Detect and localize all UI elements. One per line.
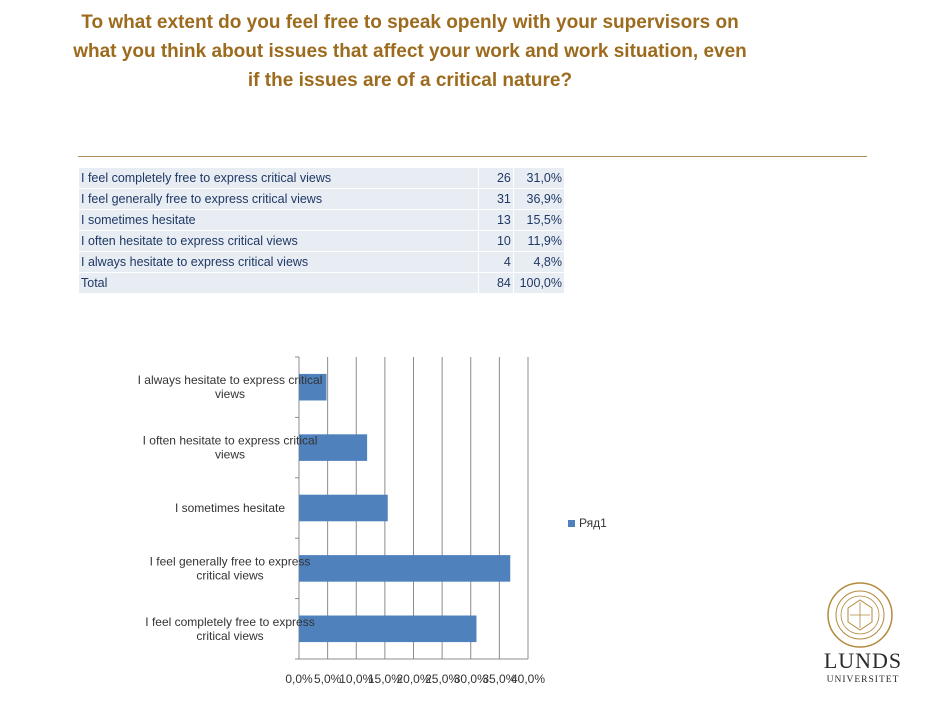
row-count: 13 <box>477 209 514 231</box>
category-label: I always hesitate to express critical <box>138 373 323 387</box>
table-row: I often hesitate to express critical vie… <box>79 230 564 252</box>
bar <box>299 615 477 643</box>
row-percent: 31,0% <box>512 168 564 189</box>
row-percent: 15,5% <box>512 209 564 231</box>
bar <box>299 555 511 582</box>
x-tick-label: 5,0% <box>314 672 342 686</box>
bar <box>299 373 327 401</box>
lund-university-logo: LUNDS UNIVERSITET <box>824 582 902 685</box>
row-count: 84 <box>477 272 514 294</box>
bar <box>299 434 368 461</box>
category-label: I feel generally free to express <box>150 554 311 568</box>
chart-legend: Ряд1 <box>568 516 607 530</box>
category-label: views <box>215 387 245 401</box>
table-row: I sometimes hesitate 13 15,5% <box>79 209 564 231</box>
x-tick-label: 15,0% <box>368 672 402 686</box>
title-divider <box>78 156 867 157</box>
row-label: Total <box>79 272 479 294</box>
x-tick-label: 10,0% <box>339 672 373 686</box>
row-label: I sometimes hesitate <box>79 209 479 231</box>
row-percent: 36,9% <box>512 188 564 210</box>
frequency-table: I feel completely free to express critic… <box>79 168 564 294</box>
row-label: I often hesitate to express critical vie… <box>79 230 479 252</box>
category-label: critical views <box>196 629 263 643</box>
row-count: 4 <box>477 251 514 273</box>
table-row: Total 84 100,0% <box>79 272 564 294</box>
logo-subtitle: UNIVERSITET <box>827 675 900 685</box>
x-tick-label: 25,0% <box>425 672 459 686</box>
x-tick-label: 0,0% <box>285 672 313 686</box>
category-label: views <box>215 448 245 462</box>
x-tick-label: 40,0% <box>511 672 545 686</box>
category-label: critical views <box>196 568 263 582</box>
row-label: I feel completely free to express critic… <box>79 168 479 189</box>
row-percent: 100,0% <box>512 272 564 294</box>
row-label: I always hesitate to express critical vi… <box>79 251 479 273</box>
bar-chart: 0,0% 5,0%10,0%15,0%20,0%25,0%30,0%35,0%40… <box>138 356 545 686</box>
x-tick-label: 35,0% <box>482 672 516 686</box>
row-count: 26 <box>477 168 514 189</box>
legend-swatch <box>568 519 575 527</box>
table-row: I feel completely free to express critic… <box>79 168 564 189</box>
category-label: I sometimes hesitate <box>175 501 285 515</box>
row-label: I feel generally free to express critica… <box>79 188 479 210</box>
table-row: I feel generally free to express critica… <box>79 188 564 210</box>
bar <box>299 494 388 522</box>
x-tick-label: 30,0% <box>454 672 488 686</box>
row-count: 31 <box>477 188 514 210</box>
page-title: To what extent do you feel free to speak… <box>73 12 747 91</box>
row-count: 10 <box>477 230 514 252</box>
category-label: I feel completely free to express <box>145 615 314 629</box>
x-tick-label: 20,0% <box>396 672 430 686</box>
logo-name: LUNDS <box>824 648 902 673</box>
legend-label: Ряд1 <box>579 516 607 530</box>
row-percent: 11,9% <box>512 230 564 252</box>
row-percent: 4,8% <box>512 251 564 273</box>
category-label: I often hesitate to express critical <box>143 434 318 448</box>
table-row: I always hesitate to express critical vi… <box>79 251 564 273</box>
